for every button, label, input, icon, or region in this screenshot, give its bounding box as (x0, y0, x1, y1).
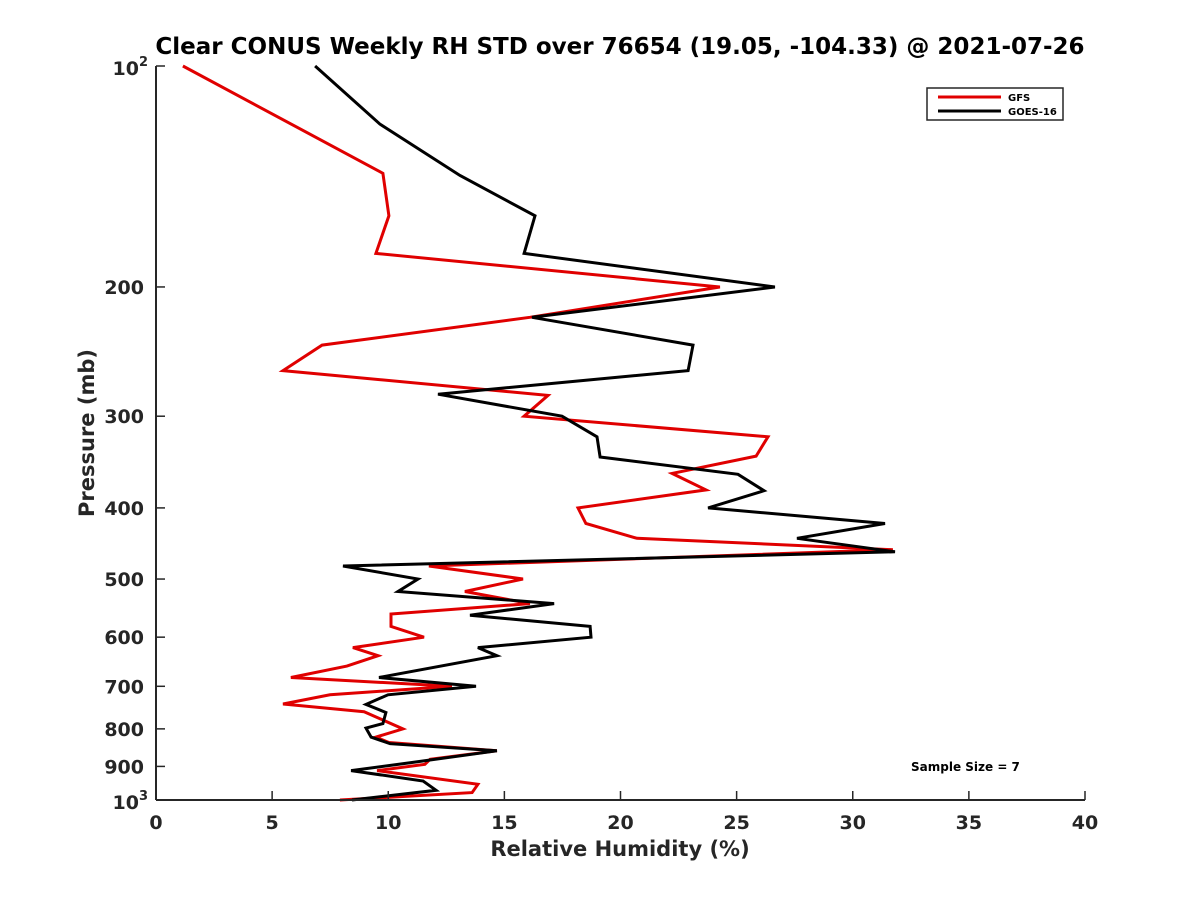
x-tick-label: 30 (840, 812, 866, 834)
y-tick-label: 400 (104, 498, 144, 520)
series-layer (182, 64, 896, 802)
sample-size-annotation: Sample Size = 7 (911, 760, 1020, 774)
y-tick-label: 500 (104, 569, 144, 591)
x-tick-label: 25 (723, 812, 749, 834)
x-tick-label: 35 (956, 812, 982, 834)
series-line-goes-16 (314, 64, 896, 802)
y-tick-label: 600 (104, 627, 144, 649)
y-tick-label: 200 (104, 277, 144, 299)
legend: GFS GOES-16 (926, 87, 1064, 121)
legend-label-gfs: GFS (1008, 93, 1030, 104)
y-tick-label: 700 (104, 676, 144, 698)
x-tick-label: 40 (1072, 812, 1098, 834)
y-tick-label: 900 (104, 756, 144, 778)
legend-box (926, 87, 1064, 121)
x-tick-label: 0 (149, 812, 162, 834)
y-tick-label: 102 (113, 55, 149, 80)
x-axis-ticks: 0 5 10 15 20 25 30 35 40 (149, 791, 1098, 834)
x-axis-label: Relative Humidity (%) (490, 837, 749, 861)
chart-title: Clear CONUS Weekly RH STD over 76654 (19… (155, 34, 1084, 60)
series-line-gfs (182, 64, 893, 802)
y-axis-ticks: 102 200 300 400 500 600 700 800 900 103 (104, 55, 165, 814)
legend-label-goes16: GOES-16 (1008, 107, 1057, 118)
x-tick-label: 10 (375, 812, 401, 834)
y-axis-label: Pressure (mb) (75, 349, 99, 517)
x-tick-label: 20 (607, 812, 633, 834)
x-tick-label: 15 (491, 812, 517, 834)
y-tick-label: 800 (104, 719, 144, 741)
y-tick-label: 103 (113, 789, 149, 814)
x-tick-label: 5 (266, 812, 279, 834)
y-tick-label: 300 (104, 406, 144, 428)
